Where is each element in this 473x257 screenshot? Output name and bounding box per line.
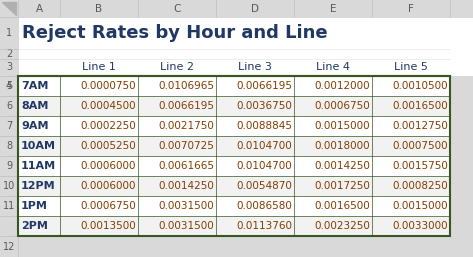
Text: E: E bbox=[330, 4, 336, 14]
Text: 7: 7 bbox=[6, 121, 12, 131]
Text: 6: 6 bbox=[6, 101, 12, 111]
Text: C: C bbox=[173, 4, 181, 14]
Text: 8AM: 8AM bbox=[21, 101, 48, 111]
Text: A: A bbox=[35, 4, 43, 14]
Bar bbox=[18, 116, 450, 136]
Text: 8: 8 bbox=[6, 141, 12, 151]
Text: 0.0017250: 0.0017250 bbox=[314, 181, 370, 191]
Text: 3: 3 bbox=[6, 62, 12, 72]
Text: 0.0010500: 0.0010500 bbox=[393, 81, 448, 91]
Text: 1: 1 bbox=[6, 28, 12, 38]
Bar bbox=[0, 0, 473, 17]
Text: D: D bbox=[251, 4, 259, 14]
Text: 0.0031500: 0.0031500 bbox=[158, 221, 214, 231]
Text: 0.0013500: 0.0013500 bbox=[80, 221, 136, 231]
Text: 0.0006000: 0.0006000 bbox=[80, 161, 136, 171]
Text: 1PM: 1PM bbox=[21, 201, 48, 211]
Text: 12: 12 bbox=[3, 242, 15, 252]
Text: Line 1: Line 1 bbox=[82, 62, 116, 72]
Text: Line 5: Line 5 bbox=[394, 62, 428, 72]
Text: 0.0004500: 0.0004500 bbox=[80, 101, 136, 111]
Bar bbox=[18, 76, 450, 236]
Text: 7AM: 7AM bbox=[21, 81, 48, 91]
Text: 0.0021750: 0.0021750 bbox=[158, 121, 214, 131]
Text: 0.0066195: 0.0066195 bbox=[158, 101, 214, 111]
Bar bbox=[18, 76, 450, 96]
Text: 11: 11 bbox=[3, 201, 15, 211]
Text: 0.0015000: 0.0015000 bbox=[393, 201, 448, 211]
Text: 0.0015000: 0.0015000 bbox=[315, 121, 370, 131]
Text: 10AM: 10AM bbox=[21, 141, 56, 151]
Text: 0.0014250: 0.0014250 bbox=[314, 161, 370, 171]
Text: 11AM: 11AM bbox=[21, 161, 56, 171]
Text: 0.0016500: 0.0016500 bbox=[314, 201, 370, 211]
Text: 0.0006750: 0.0006750 bbox=[80, 201, 136, 211]
Bar bbox=[18, 216, 450, 236]
Text: Line 2: Line 2 bbox=[160, 62, 194, 72]
Bar bbox=[0, 0, 18, 17]
Bar bbox=[18, 196, 450, 216]
Text: 0.0012750: 0.0012750 bbox=[392, 121, 448, 131]
Text: Reject Rates by Hour and Line: Reject Rates by Hour and Line bbox=[22, 24, 328, 42]
Text: 12PM: 12PM bbox=[21, 181, 56, 191]
Text: F: F bbox=[408, 4, 414, 14]
Text: 0.0070725: 0.0070725 bbox=[158, 141, 214, 151]
Text: 0.0113760: 0.0113760 bbox=[236, 221, 292, 231]
Text: 0.0106965: 0.0106965 bbox=[158, 81, 214, 91]
Text: 0.0104700: 0.0104700 bbox=[236, 161, 292, 171]
Text: 9AM: 9AM bbox=[21, 121, 49, 131]
Text: Line 4: Line 4 bbox=[316, 62, 350, 72]
Text: 0.0000750: 0.0000750 bbox=[80, 81, 136, 91]
Text: 0.0002250: 0.0002250 bbox=[80, 121, 136, 131]
Text: 0.0006000: 0.0006000 bbox=[80, 181, 136, 191]
Bar bbox=[0, 0, 18, 257]
Bar bbox=[18, 176, 450, 196]
Text: 0.0023250: 0.0023250 bbox=[314, 221, 370, 231]
Text: 0.0007500: 0.0007500 bbox=[393, 141, 448, 151]
Text: 0.0014250: 0.0014250 bbox=[158, 181, 214, 191]
Text: 0.0036750: 0.0036750 bbox=[236, 101, 292, 111]
Bar bbox=[18, 17, 473, 76]
Text: 9: 9 bbox=[6, 161, 12, 171]
Bar bbox=[18, 96, 450, 116]
Text: Line 3: Line 3 bbox=[238, 62, 272, 72]
Text: 10: 10 bbox=[3, 181, 15, 191]
Text: 0.0033000: 0.0033000 bbox=[393, 221, 448, 231]
Text: 0.0006750: 0.0006750 bbox=[314, 101, 370, 111]
Text: 0.0012000: 0.0012000 bbox=[315, 81, 370, 91]
Text: 0.0016500: 0.0016500 bbox=[392, 101, 448, 111]
Text: 2: 2 bbox=[6, 49, 12, 59]
Text: 0.0061665: 0.0061665 bbox=[158, 161, 214, 171]
Text: 0.0086580: 0.0086580 bbox=[236, 201, 292, 211]
Text: 0.0015750: 0.0015750 bbox=[392, 161, 448, 171]
Text: 0.0005250: 0.0005250 bbox=[80, 141, 136, 151]
Bar bbox=[18, 136, 450, 156]
Text: 4: 4 bbox=[6, 81, 12, 91]
Text: 2PM: 2PM bbox=[21, 221, 48, 231]
Text: 0.0018000: 0.0018000 bbox=[315, 141, 370, 151]
Text: 0.0104700: 0.0104700 bbox=[236, 141, 292, 151]
Text: 0.0054870: 0.0054870 bbox=[236, 181, 292, 191]
Text: B: B bbox=[96, 4, 103, 14]
Text: 5: 5 bbox=[6, 81, 12, 91]
Polygon shape bbox=[2, 2, 16, 15]
Bar bbox=[18, 156, 450, 176]
Text: 0.0008250: 0.0008250 bbox=[392, 181, 448, 191]
Text: 0.0066195: 0.0066195 bbox=[236, 81, 292, 91]
Text: 0.0031500: 0.0031500 bbox=[158, 201, 214, 211]
Text: 0.0088845: 0.0088845 bbox=[236, 121, 292, 131]
